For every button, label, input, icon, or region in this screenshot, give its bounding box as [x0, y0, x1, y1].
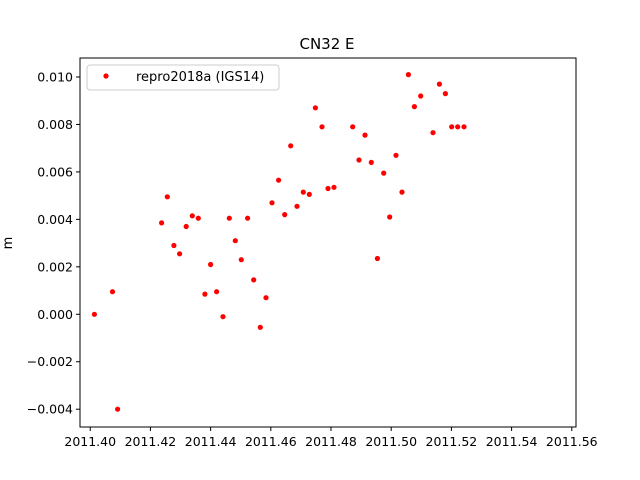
x-tick-label: 2011.42: [125, 434, 177, 449]
data-point: [183, 223, 189, 230]
data-point: [356, 157, 362, 163]
x-tick-label: 2011.52: [426, 434, 478, 449]
data-point: [300, 189, 306, 195]
data-point: [399, 189, 405, 195]
legend-box: [86, 64, 280, 91]
data-point: [393, 152, 399, 158]
y-axis-label: m: [1, 237, 16, 250]
data-point: [418, 93, 424, 99]
data-point: [171, 242, 177, 249]
y-tick-label: −0.004: [27, 402, 73, 417]
data-point: [381, 170, 387, 176]
data-point: [269, 200, 275, 206]
x-tick-label: 2011.48: [305, 434, 357, 449]
data-point: [257, 324, 263, 330]
x-tick-label: 2011.56: [546, 434, 598, 449]
data-point: [306, 191, 312, 197]
data-point: [436, 81, 442, 87]
data-point: [195, 215, 201, 221]
data-point: [430, 130, 436, 136]
data-point: [115, 406, 121, 412]
data-point: [251, 277, 257, 283]
data-point: [245, 215, 251, 221]
data-point: [405, 72, 411, 78]
y-tick-label: −0.002: [27, 354, 73, 369]
y-tick-label: 0.010: [37, 69, 73, 84]
data-point: [220, 314, 226, 320]
data-point: [319, 124, 325, 130]
plot-area-frame: [79, 57, 577, 428]
data-point: [368, 159, 374, 165]
data-point: [263, 295, 269, 301]
data-point: [177, 251, 183, 257]
data-point: [350, 124, 356, 130]
legend-marker: [103, 73, 109, 79]
data-point: [387, 214, 393, 220]
data-point: [226, 215, 232, 221]
x-tick-label: 2011.54: [486, 434, 538, 449]
data-point: [449, 124, 455, 130]
data-point: [202, 291, 208, 297]
data-point: [312, 105, 318, 111]
data-point: [362, 132, 368, 138]
y-tick-label: 0.000: [37, 307, 73, 322]
data-point: [91, 311, 97, 317]
x-tick-label: 2011.44: [185, 434, 237, 449]
legend: repro2018a (IGS14): [86, 64, 280, 91]
data-point: [294, 203, 300, 209]
data-point: [208, 261, 214, 268]
data-point: [164, 194, 170, 200]
legend-label: repro2018a (IGS14): [136, 70, 264, 85]
data-point: [442, 91, 448, 97]
data-point: [374, 255, 380, 262]
y-tick-label: 0.006: [37, 164, 73, 179]
data-point: [238, 257, 244, 263]
data-point: [109, 289, 116, 295]
data-point: [214, 289, 220, 295]
y-tick-label: 0.008: [37, 117, 73, 132]
data-point: [159, 220, 165, 226]
data-point: [276, 177, 282, 183]
data-point: [325, 185, 331, 192]
x-tick-label: 2011.40: [64, 434, 116, 449]
y-tick-label: 0.004: [37, 212, 73, 227]
x-tick-label: 2011.46: [245, 434, 297, 449]
x-axis: 2011.40 2011.42 2011.44 2011.46 2011.48 2011.…: [64, 427, 598, 449]
data-point: [189, 213, 195, 219]
data-point: [288, 143, 294, 149]
chart-title: CN32 E: [299, 35, 354, 53]
data-point: [461, 124, 467, 130]
data-points: [91, 72, 467, 412]
x-tick-label: 2011.50: [365, 434, 417, 449]
data-point: [282, 212, 288, 218]
y-tick-label: 0.002: [37, 259, 73, 274]
data-point: [331, 184, 337, 190]
data-point: [455, 124, 461, 130]
data-point: [411, 104, 417, 110]
data-point: [232, 238, 238, 244]
y-axis: −0.004 −0.002 0.000 0.002 0.004 0.006 0.008 0.0…: [27, 69, 80, 417]
